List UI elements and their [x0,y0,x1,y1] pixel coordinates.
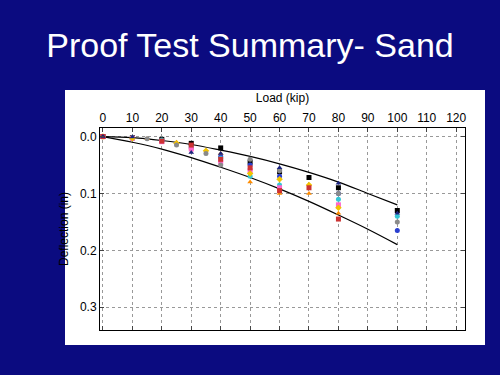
svg-text:120: 120 [446,111,466,125]
svg-text:100: 100 [387,111,407,125]
svg-text:30: 30 [185,111,199,125]
svg-text:110: 110 [417,111,436,125]
svg-text:Deflection (in): Deflection (in) [57,192,71,266]
svg-text:Proof Test Summary- Sand: Proof Test Summary- Sand [46,26,454,64]
svg-text:0.2: 0.2 [80,244,97,258]
svg-text:0: 0 [100,111,107,125]
svg-text:Load (kip): Load (kip) [256,91,309,105]
svg-text:50: 50 [243,111,257,125]
svg-text:70: 70 [302,111,316,125]
svg-text:0.3: 0.3 [80,300,97,314]
svg-text:80: 80 [332,111,346,125]
svg-text:40: 40 [214,111,228,125]
svg-text:90: 90 [361,111,375,125]
svg-text:20: 20 [155,111,169,125]
svg-text:0.1: 0.1 [80,187,97,201]
svg-text:0.0: 0.0 [80,130,97,144]
svg-text:10: 10 [126,111,140,125]
svg-text:60: 60 [273,111,287,125]
